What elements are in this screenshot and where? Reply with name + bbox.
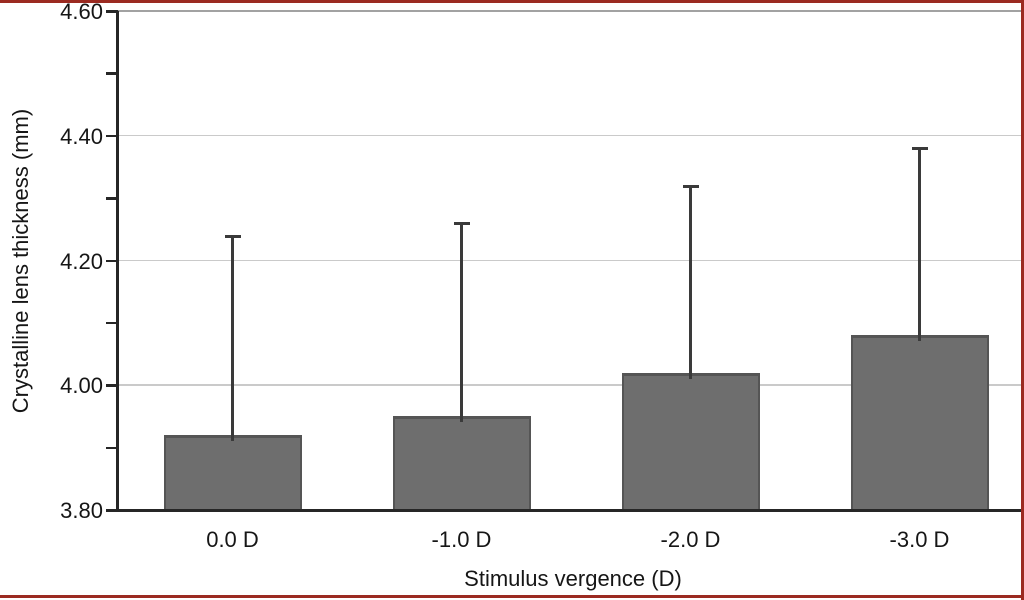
bar [392, 416, 531, 511]
y-axis-tick [106, 197, 118, 200]
x-axis-title: Stimulus vergence (D) [464, 566, 682, 591]
y-tick-label: 3.80 [60, 498, 103, 523]
plot-top-line [118, 10, 1024, 12]
y-axis-tick [106, 509, 118, 512]
figure-border-bottom [0, 595, 1024, 598]
y-axis-tick [106, 72, 118, 75]
error-bar-stem [460, 223, 463, 423]
bar [850, 335, 989, 511]
y-axis-tick [106, 446, 118, 450]
gridline [118, 134, 1024, 137]
y-axis-tick [106, 384, 118, 387]
y-axis-tick [106, 134, 118, 138]
x-tick-label: -2.0 D [660, 527, 721, 552]
gridline [118, 259, 1024, 261]
error-bar-cap [682, 184, 699, 188]
x-tick-label: 0.0 D [206, 527, 259, 552]
bar [163, 435, 302, 511]
y-tick-label: 4.00 [60, 373, 103, 399]
error-bar-cap [224, 234, 241, 238]
gridline [118, 384, 1024, 386]
x-tick-label: -1.0 D [431, 527, 492, 552]
figure-border-right [1021, 0, 1024, 600]
x-axis-line [116, 509, 1024, 512]
y-axis-tick [106, 321, 118, 325]
y-tick-label: 4.20 [60, 248, 103, 274]
error-bar-stem [918, 148, 921, 342]
y-axis-line [116, 11, 119, 512]
figure-border-top [0, 0, 1024, 3]
error-bar-cap [453, 222, 470, 226]
bar [621, 372, 760, 511]
y-axis-title: Crystalline lens thickness (mm) [8, 108, 33, 414]
error-bar-stem [689, 185, 692, 379]
error-bar-stem [231, 235, 234, 442]
y-tick-label: 4.40 [60, 123, 103, 149]
y-axis-tick [106, 10, 118, 13]
error-bar-cap [911, 147, 928, 151]
y-axis-tick [106, 259, 118, 262]
y-tick-label: 4.60 [60, 0, 103, 24]
x-tick-label: -3.0 D [889, 527, 950, 552]
